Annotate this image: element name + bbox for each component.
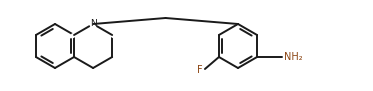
Text: F: F	[197, 65, 203, 75]
Text: N: N	[90, 19, 97, 28]
Text: NH₂: NH₂	[284, 52, 303, 62]
